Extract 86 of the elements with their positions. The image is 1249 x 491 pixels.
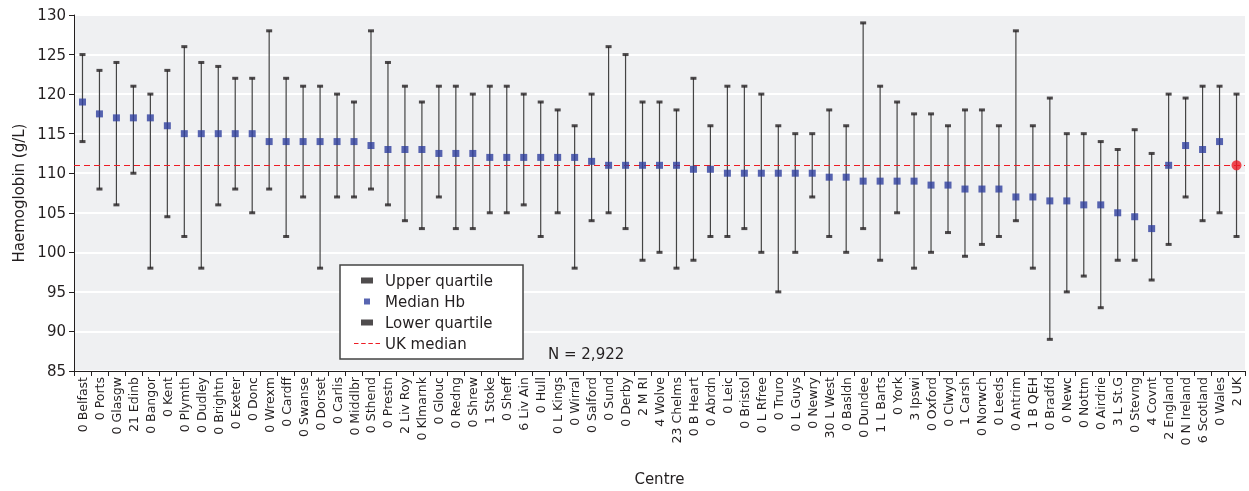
- x-tick-label: 0 Wirral: [567, 377, 583, 426]
- x-tick-label: 0 Dudley: [193, 376, 209, 433]
- x-tick-label: 0 Abrdn: [702, 377, 718, 427]
- y-tick-label: 110: [37, 164, 66, 183]
- x-tick-label: 0 Brightn: [210, 377, 226, 435]
- x-tick-label: 2 England: [1161, 377, 1177, 440]
- x-tick-label: 0 L Rfree: [753, 376, 769, 434]
- x-tick-label: 0 Ports: [91, 377, 107, 421]
- x-tick-label: 0 Hull: [533, 377, 549, 414]
- x-tick-label: 0 Newc: [1059, 376, 1075, 424]
- x-tick-label: 2 M RI: [635, 377, 651, 417]
- x-tick-label: 0 Klmarnk: [414, 376, 430, 441]
- x-tick-label: 0 L Guys: [787, 377, 803, 432]
- x-tick-label: 1 B QEH: [1025, 377, 1041, 429]
- x-tick-label: 0 Oxford: [923, 377, 939, 432]
- x-tick-label: 0 Newry: [804, 376, 820, 429]
- x-tick-label: 0 Norwch: [974, 377, 990, 437]
- x-tick-label: 0 Derby: [618, 376, 634, 427]
- x-tick-label: 1 Carsh: [957, 377, 973, 425]
- x-tick-label: 0 York: [889, 376, 905, 415]
- annotation: N = 2,922: [548, 344, 625, 363]
- x-tick-label: 4 Covnt: [1144, 376, 1160, 426]
- y-tick-label: 105: [37, 203, 66, 222]
- y-tick-label: 120: [37, 85, 66, 104]
- x-tick-label: 0 Bradfd: [1042, 377, 1058, 431]
- x-tick-label: 0 Redng: [448, 377, 464, 429]
- x-tick-label: 23 Chelms: [668, 377, 684, 444]
- y-axis-title: Haemoglobin (g/L): [9, 123, 28, 263]
- y-tick-label: 95: [46, 282, 66, 301]
- y-tick-label: 125: [37, 45, 66, 64]
- x-tick-label: 2 UK: [1229, 376, 1245, 407]
- y-tick-label: 90: [46, 322, 66, 341]
- x-tick-label: 0 Leeds: [991, 377, 1007, 426]
- y-tick-label: 115: [37, 124, 66, 143]
- x-tick-label: 0 Sthend: [363, 377, 379, 434]
- x-tick-label: 0 Glouc: [431, 376, 447, 425]
- x-tick-label: 0 Clwyd: [940, 377, 956, 427]
- y-tick-label: 85: [46, 362, 66, 380]
- x-tick-label: 0 Shrew: [465, 377, 481, 428]
- x-tick-label: 0 Wrexm: [261, 377, 277, 433]
- x-tick-label: 0 Antrim: [1008, 377, 1024, 432]
- x-tick-label: 0 Glasgw: [108, 377, 124, 435]
- x-tick-label: 0 Dorset: [312, 376, 328, 431]
- x-tick-label: 0 Bristol: [736, 377, 752, 429]
- x-tick-label: 0 Carlis: [329, 377, 345, 424]
- legend-label: Upper quartile: [385, 271, 494, 290]
- x-tick-label: 2 Liv Roy: [397, 376, 413, 434]
- legend-label: Lower quartile: [385, 313, 493, 332]
- x-tick-label: 0 Donc: [244, 376, 260, 421]
- x-tick-label: 0 N Ireland: [1178, 377, 1194, 446]
- x-tick-label: 0 Kent: [159, 376, 175, 418]
- legend-label: Median Hb: [385, 292, 466, 311]
- x-tick-label: 0 Leic: [719, 376, 735, 414]
- x-tick-label: 0 Exeter: [227, 376, 243, 430]
- x-tick-label: 0 Nottm: [1076, 377, 1092, 428]
- x-tick-label: 0 Sund: [601, 377, 617, 421]
- x-tick-label: 0 Basldn: [838, 377, 854, 432]
- x-tick-label: 0 Plymth: [176, 377, 192, 433]
- x-tick-label: 0 Middlbr: [346, 376, 362, 436]
- x-tick-label: 0 Bangor: [142, 376, 158, 434]
- x-tick-label: 1 L Barts: [872, 377, 888, 433]
- x-tick-label: 1 Stoke: [482, 376, 498, 424]
- x-tick-label: 0 B Heart: [685, 376, 701, 437]
- y-tick-label: 130: [37, 6, 66, 24]
- x-tick-label: 0 Dundee: [855, 376, 871, 438]
- x-tick-label: 0 L Kings: [550, 377, 566, 434]
- legend-label: UK median: [385, 334, 467, 353]
- x-tick-label: 30 L West: [821, 376, 837, 439]
- x-tick-label: 3 L St.G: [1110, 377, 1126, 427]
- x-tick-label: 0 Prestn: [380, 377, 396, 429]
- x-tick-label: 0 Truro: [770, 377, 786, 421]
- x-tick-label: 0 Cardff: [278, 376, 294, 427]
- x-tick-label: 21 Edinb: [125, 376, 141, 433]
- x-tick-label: 0 Belfast: [74, 376, 90, 433]
- x-tick-label: 0 Swanse: [295, 376, 311, 437]
- x-tick-label: 6 Scotland: [1195, 377, 1211, 444]
- x-tick-label: 0 Airdrie: [1093, 376, 1109, 431]
- y-tick-label: 100: [37, 243, 66, 262]
- x-tick-label: 0 Wales: [1212, 377, 1228, 426]
- x-tick-label: 0 Sheff: [499, 376, 515, 422]
- x-tick-label: 6 Liv Ain: [516, 377, 532, 431]
- x-axis-title: Centre: [634, 469, 685, 488]
- x-tick-label: 4 Wolve: [652, 376, 667, 427]
- x-tick-label: 0 Salford: [584, 377, 600, 433]
- x-tick-label: 0 Stevng: [1127, 377, 1143, 433]
- x-tick-label: 3 Ipswi: [906, 377, 922, 421]
